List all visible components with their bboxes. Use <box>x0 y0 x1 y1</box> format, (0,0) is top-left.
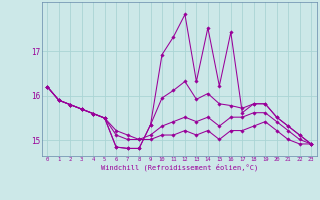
X-axis label: Windchill (Refroidissement éolien,°C): Windchill (Refroidissement éolien,°C) <box>100 164 258 171</box>
